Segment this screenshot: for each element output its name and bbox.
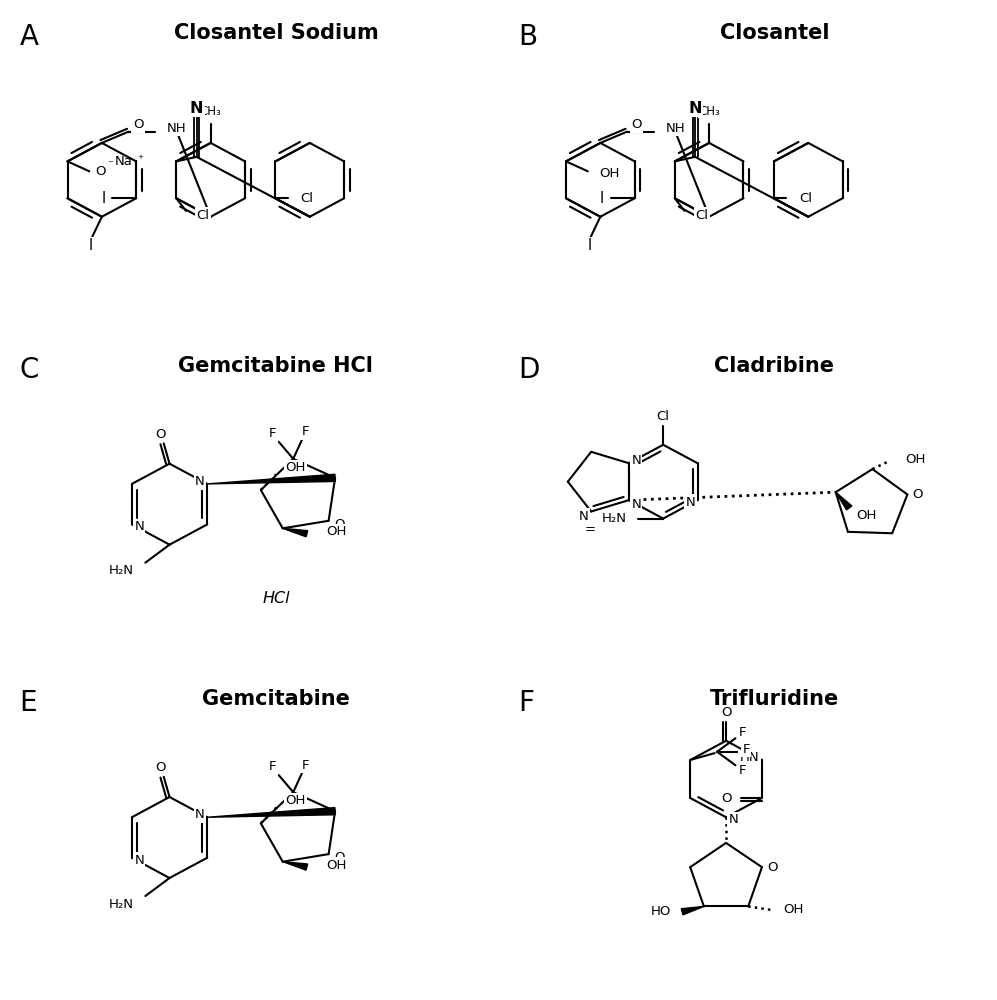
Text: Gemcitabine HCl: Gemcitabine HCl (178, 356, 373, 376)
Text: O: O (721, 792, 732, 805)
Text: F: F (739, 764, 746, 777)
Text: Cl: Cl (196, 209, 209, 222)
Text: CH₃: CH₃ (698, 105, 720, 118)
Text: H₂N: H₂N (109, 898, 134, 911)
Text: Cl: Cl (799, 192, 813, 205)
Text: OH: OH (326, 525, 347, 538)
Text: CH₃: CH₃ (199, 105, 221, 118)
Polygon shape (681, 906, 704, 915)
Text: N: N (685, 496, 695, 509)
Text: O: O (156, 761, 166, 774)
Text: NH: NH (167, 122, 186, 135)
Text: OH: OH (326, 859, 347, 872)
Text: H₂N: H₂N (109, 564, 134, 577)
Text: OH: OH (285, 461, 305, 474)
Text: F: F (269, 427, 276, 440)
Text: O: O (334, 518, 345, 531)
Text: OH: OH (856, 509, 876, 522)
Text: N: N (135, 520, 144, 533)
Text: O: O (133, 118, 144, 131)
Text: OH: OH (599, 167, 619, 180)
Text: HCl: HCl (262, 591, 290, 606)
Text: F: F (269, 760, 276, 773)
Text: O: O (334, 851, 345, 864)
Polygon shape (835, 492, 851, 510)
Text: H₂N: H₂N (602, 512, 627, 525)
Text: N: N (195, 475, 204, 488)
Text: F: F (301, 425, 309, 438)
Text: Na: Na (115, 155, 133, 168)
Text: N: N (195, 808, 204, 822)
Text: I: I (89, 238, 94, 253)
Text: E: E (20, 689, 37, 717)
Text: ⁺: ⁺ (138, 153, 144, 166)
Text: B: B (518, 23, 537, 51)
Text: N: N (631, 454, 641, 467)
Text: NH: NH (666, 122, 685, 135)
Text: Closantel Sodium: Closantel Sodium (173, 23, 378, 43)
Text: ⁻: ⁻ (107, 158, 114, 171)
Text: OH: OH (285, 794, 305, 807)
Text: HN: HN (740, 751, 760, 764)
Text: OH: OH (905, 453, 925, 466)
Text: A: A (20, 23, 39, 51)
Text: HO: HO (651, 905, 671, 918)
Text: I: I (599, 191, 604, 206)
Text: F: F (739, 726, 746, 739)
Text: O: O (721, 706, 732, 719)
Polygon shape (283, 528, 308, 537)
Text: D: D (518, 356, 539, 384)
Text: N: N (729, 813, 738, 826)
Text: Gemcitabine: Gemcitabine (202, 689, 350, 709)
Text: OH: OH (783, 903, 804, 916)
Text: Cladribine: Cladribine (715, 356, 834, 376)
Text: N: N (579, 510, 589, 523)
Text: O: O (767, 861, 778, 874)
Text: O: O (912, 488, 922, 501)
Text: N: N (189, 101, 203, 116)
Text: O: O (96, 165, 106, 178)
Text: O: O (631, 118, 642, 131)
Text: =: = (584, 523, 595, 536)
Text: F: F (301, 759, 309, 772)
Text: Closantel: Closantel (720, 23, 830, 43)
Text: Cl: Cl (657, 410, 670, 423)
Text: I: I (101, 191, 106, 206)
Text: F: F (743, 743, 750, 756)
Polygon shape (207, 808, 335, 817)
Text: O: O (156, 428, 166, 441)
Text: N: N (135, 854, 144, 866)
Text: Cl: Cl (695, 209, 708, 222)
Text: Cl: Cl (300, 192, 314, 205)
Text: F: F (518, 689, 534, 717)
Text: C: C (20, 356, 39, 384)
Text: Trifluridine: Trifluridine (710, 689, 839, 709)
Text: N: N (631, 498, 641, 511)
Text: N: N (688, 101, 702, 116)
Polygon shape (207, 474, 335, 484)
Text: I: I (587, 238, 592, 253)
Polygon shape (283, 862, 308, 870)
